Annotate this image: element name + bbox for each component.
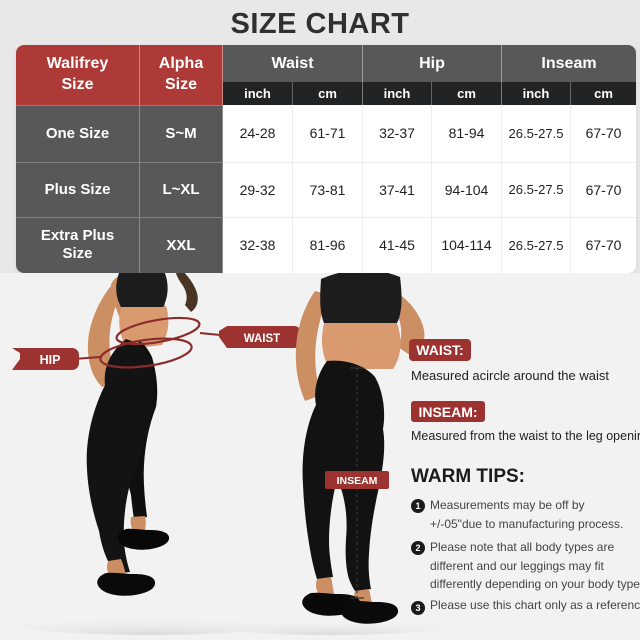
- svg-text:HIP: HIP: [40, 353, 61, 367]
- svg-text:INSEAM: INSEAM: [337, 475, 378, 487]
- svg-text:WAIST: WAIST: [244, 333, 280, 345]
